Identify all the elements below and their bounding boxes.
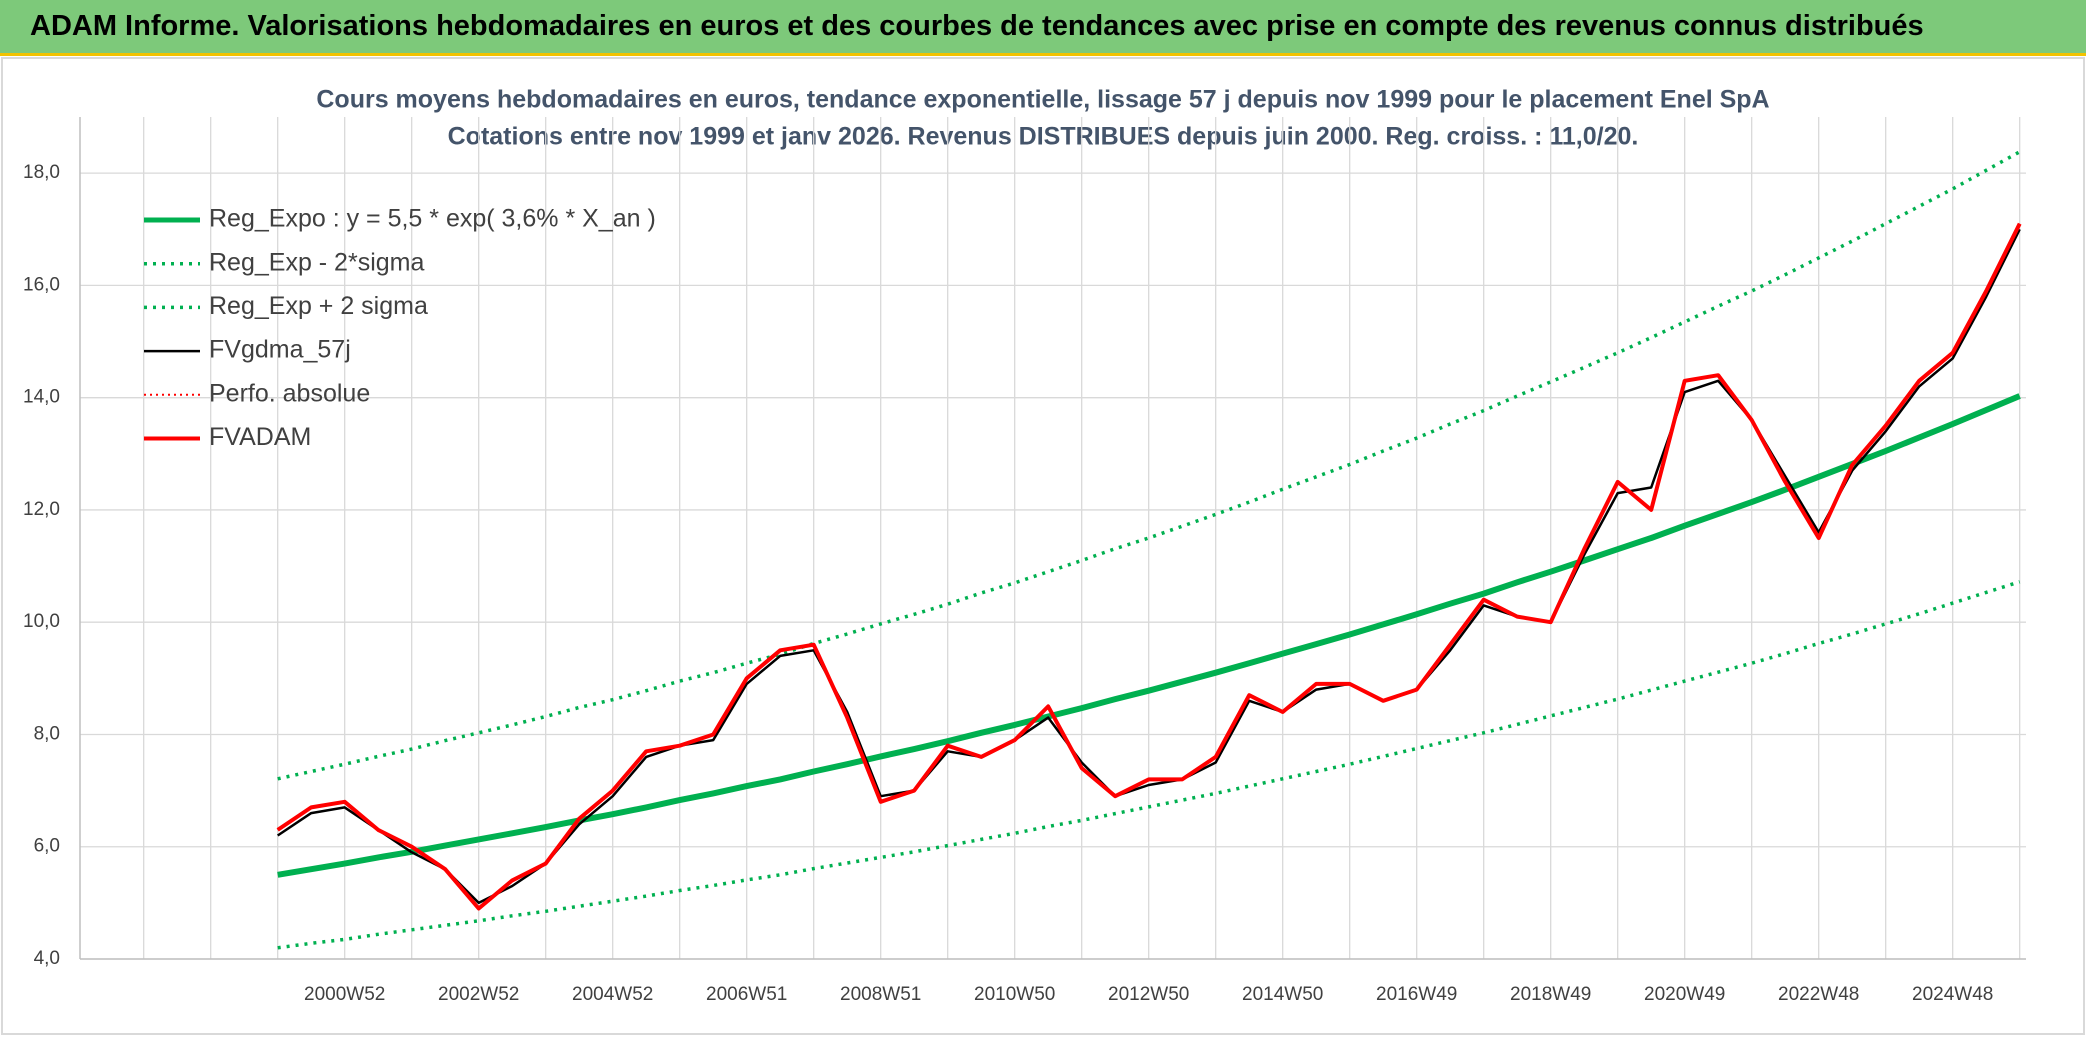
legend-label: Reg_Expo : y = 5,5 * exp( 3,6% * X_an ) bbox=[209, 205, 656, 233]
series-line bbox=[277, 580, 2021, 950]
x-tick-label: 2006W51 bbox=[706, 984, 787, 1005]
series-line bbox=[277, 150, 2021, 781]
x-tick-label: 2014W50 bbox=[1242, 984, 1323, 1005]
x-tick-label: 2022W48 bbox=[1778, 984, 1859, 1005]
y-tick-label: 10,0 bbox=[23, 611, 60, 632]
x-tick-label: 2004W52 bbox=[572, 984, 653, 1005]
x-tick-label: 2020W49 bbox=[1644, 984, 1725, 1005]
y-tick-label: 14,0 bbox=[23, 387, 60, 408]
x-tick-label: 2024W48 bbox=[1912, 984, 1993, 1005]
x-tick-label: 2018W49 bbox=[1510, 984, 1591, 1005]
legend-label: FVADAM bbox=[209, 423, 311, 451]
series-line bbox=[277, 228, 2021, 905]
x-tick-label: 2016W49 bbox=[1376, 984, 1457, 1005]
chart: Cours moyens hebdomadaires en euros, ten… bbox=[1, 57, 2085, 1035]
header: ADAM Informe. Valorisations hebdomadaire… bbox=[0, 0, 2086, 56]
legend-label: FVgdma_57j bbox=[209, 336, 351, 364]
x-tick-label: 2010W50 bbox=[974, 984, 1055, 1005]
chart-title: Cours moyens hebdomadaires en euros, ten… bbox=[316, 86, 1769, 114]
chart-subtitle: Cotations entre nov 1999 et janv 2026. R… bbox=[448, 123, 1639, 151]
y-tick-label: 16,0 bbox=[23, 274, 60, 295]
legend-label: Perfo. absolue bbox=[209, 379, 370, 407]
x-tick-label: 2012W50 bbox=[1108, 984, 1189, 1005]
chart-frame bbox=[1, 57, 2085, 1035]
series-line bbox=[277, 393, 2021, 878]
y-tick-label: 12,0 bbox=[23, 499, 60, 520]
y-tick-label: 4,0 bbox=[34, 948, 60, 969]
series-line bbox=[276, 222, 2022, 911]
legend-label: Reg_Exp - 2*sigma bbox=[209, 248, 424, 276]
y-tick-label: 8,0 bbox=[34, 723, 60, 744]
y-tick-label: 6,0 bbox=[34, 836, 60, 857]
header-title: ADAM Informe. Valorisations hebdomadaire… bbox=[30, 10, 1924, 42]
y-tick-label: 18,0 bbox=[23, 162, 60, 183]
x-tick-label: 2000W52 bbox=[304, 984, 385, 1005]
legend-label: Reg_Exp + 2 sigma bbox=[209, 292, 428, 320]
x-tick-label: 2008W51 bbox=[840, 984, 921, 1005]
x-tick-label: 2002W52 bbox=[438, 984, 519, 1005]
